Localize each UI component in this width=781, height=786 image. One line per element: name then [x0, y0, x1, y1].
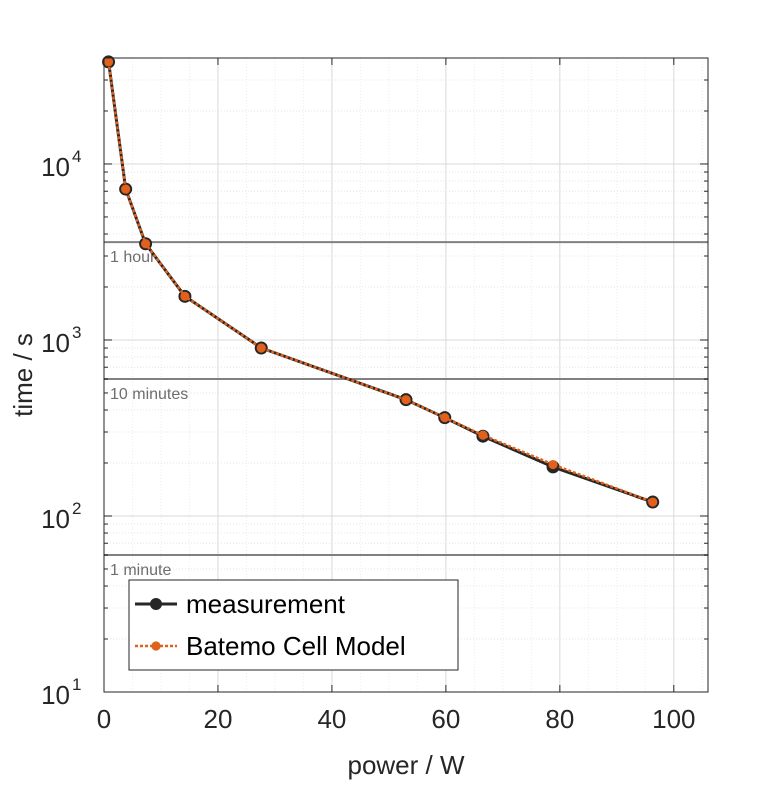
data-point — [440, 413, 450, 423]
legend-box — [128, 579, 459, 671]
y-tick-exponent: 1 — [72, 675, 81, 694]
reference-line-label: 10 minutes — [110, 386, 188, 403]
x-tick-label: 60 — [431, 704, 460, 734]
data-point — [648, 497, 658, 507]
y-axis-label: time / s — [8, 333, 38, 417]
y-tick-exponent: 3 — [72, 323, 81, 342]
x-axis-label: power / W — [347, 750, 464, 780]
series-line — [107, 61, 654, 504]
data-point — [140, 239, 151, 249]
legend-entry: Batemo Cell Model — [135, 631, 406, 661]
data-point — [121, 184, 131, 194]
data-point — [103, 57, 114, 67]
series-line — [107, 61, 654, 504]
legend-label: Batemo Cell Model — [186, 631, 406, 661]
y-tick-label: 10 — [41, 504, 70, 534]
axes-box — [103, 57, 709, 693]
data-point — [548, 459, 558, 470]
x-tick-label: 40 — [317, 704, 346, 734]
x-tick-label: 80 — [545, 704, 574, 734]
legend-swatch-marker — [151, 641, 161, 651]
legend-entries: measurement Batemo Cell Model — [135, 589, 406, 661]
y-tick-label: 10 — [41, 680, 70, 710]
data-point — [401, 395, 411, 405]
reference-line-label: 1 minute — [110, 562, 171, 579]
data-point — [256, 343, 266, 353]
x-tick-label: 100 — [652, 704, 695, 734]
series-model — [103, 57, 658, 507]
data-point — [478, 430, 488, 440]
x-tick-label: 20 — [204, 704, 233, 734]
y-tick-label: 10 — [41, 328, 70, 358]
legend-entry: measurement — [135, 589, 346, 619]
y-tick-exponent: 4 — [72, 147, 81, 166]
series-group — [102, 55, 660, 509]
x-tick-label: 0 — [97, 704, 111, 734]
series-measurement — [102, 55, 660, 509]
legend: measurement Batemo Cell Model — [128, 579, 459, 671]
legend-swatch-marker — [150, 598, 162, 610]
data-point — [180, 291, 190, 301]
y-tick-exponent: 2 — [72, 499, 81, 518]
y-tick-label: 10 — [41, 152, 70, 182]
legend-label: measurement — [186, 589, 346, 619]
reference-line-label: 1 hour — [110, 249, 156, 266]
reference-lines: 1 hour 10 minutes 1 minute — [104, 241, 708, 579]
